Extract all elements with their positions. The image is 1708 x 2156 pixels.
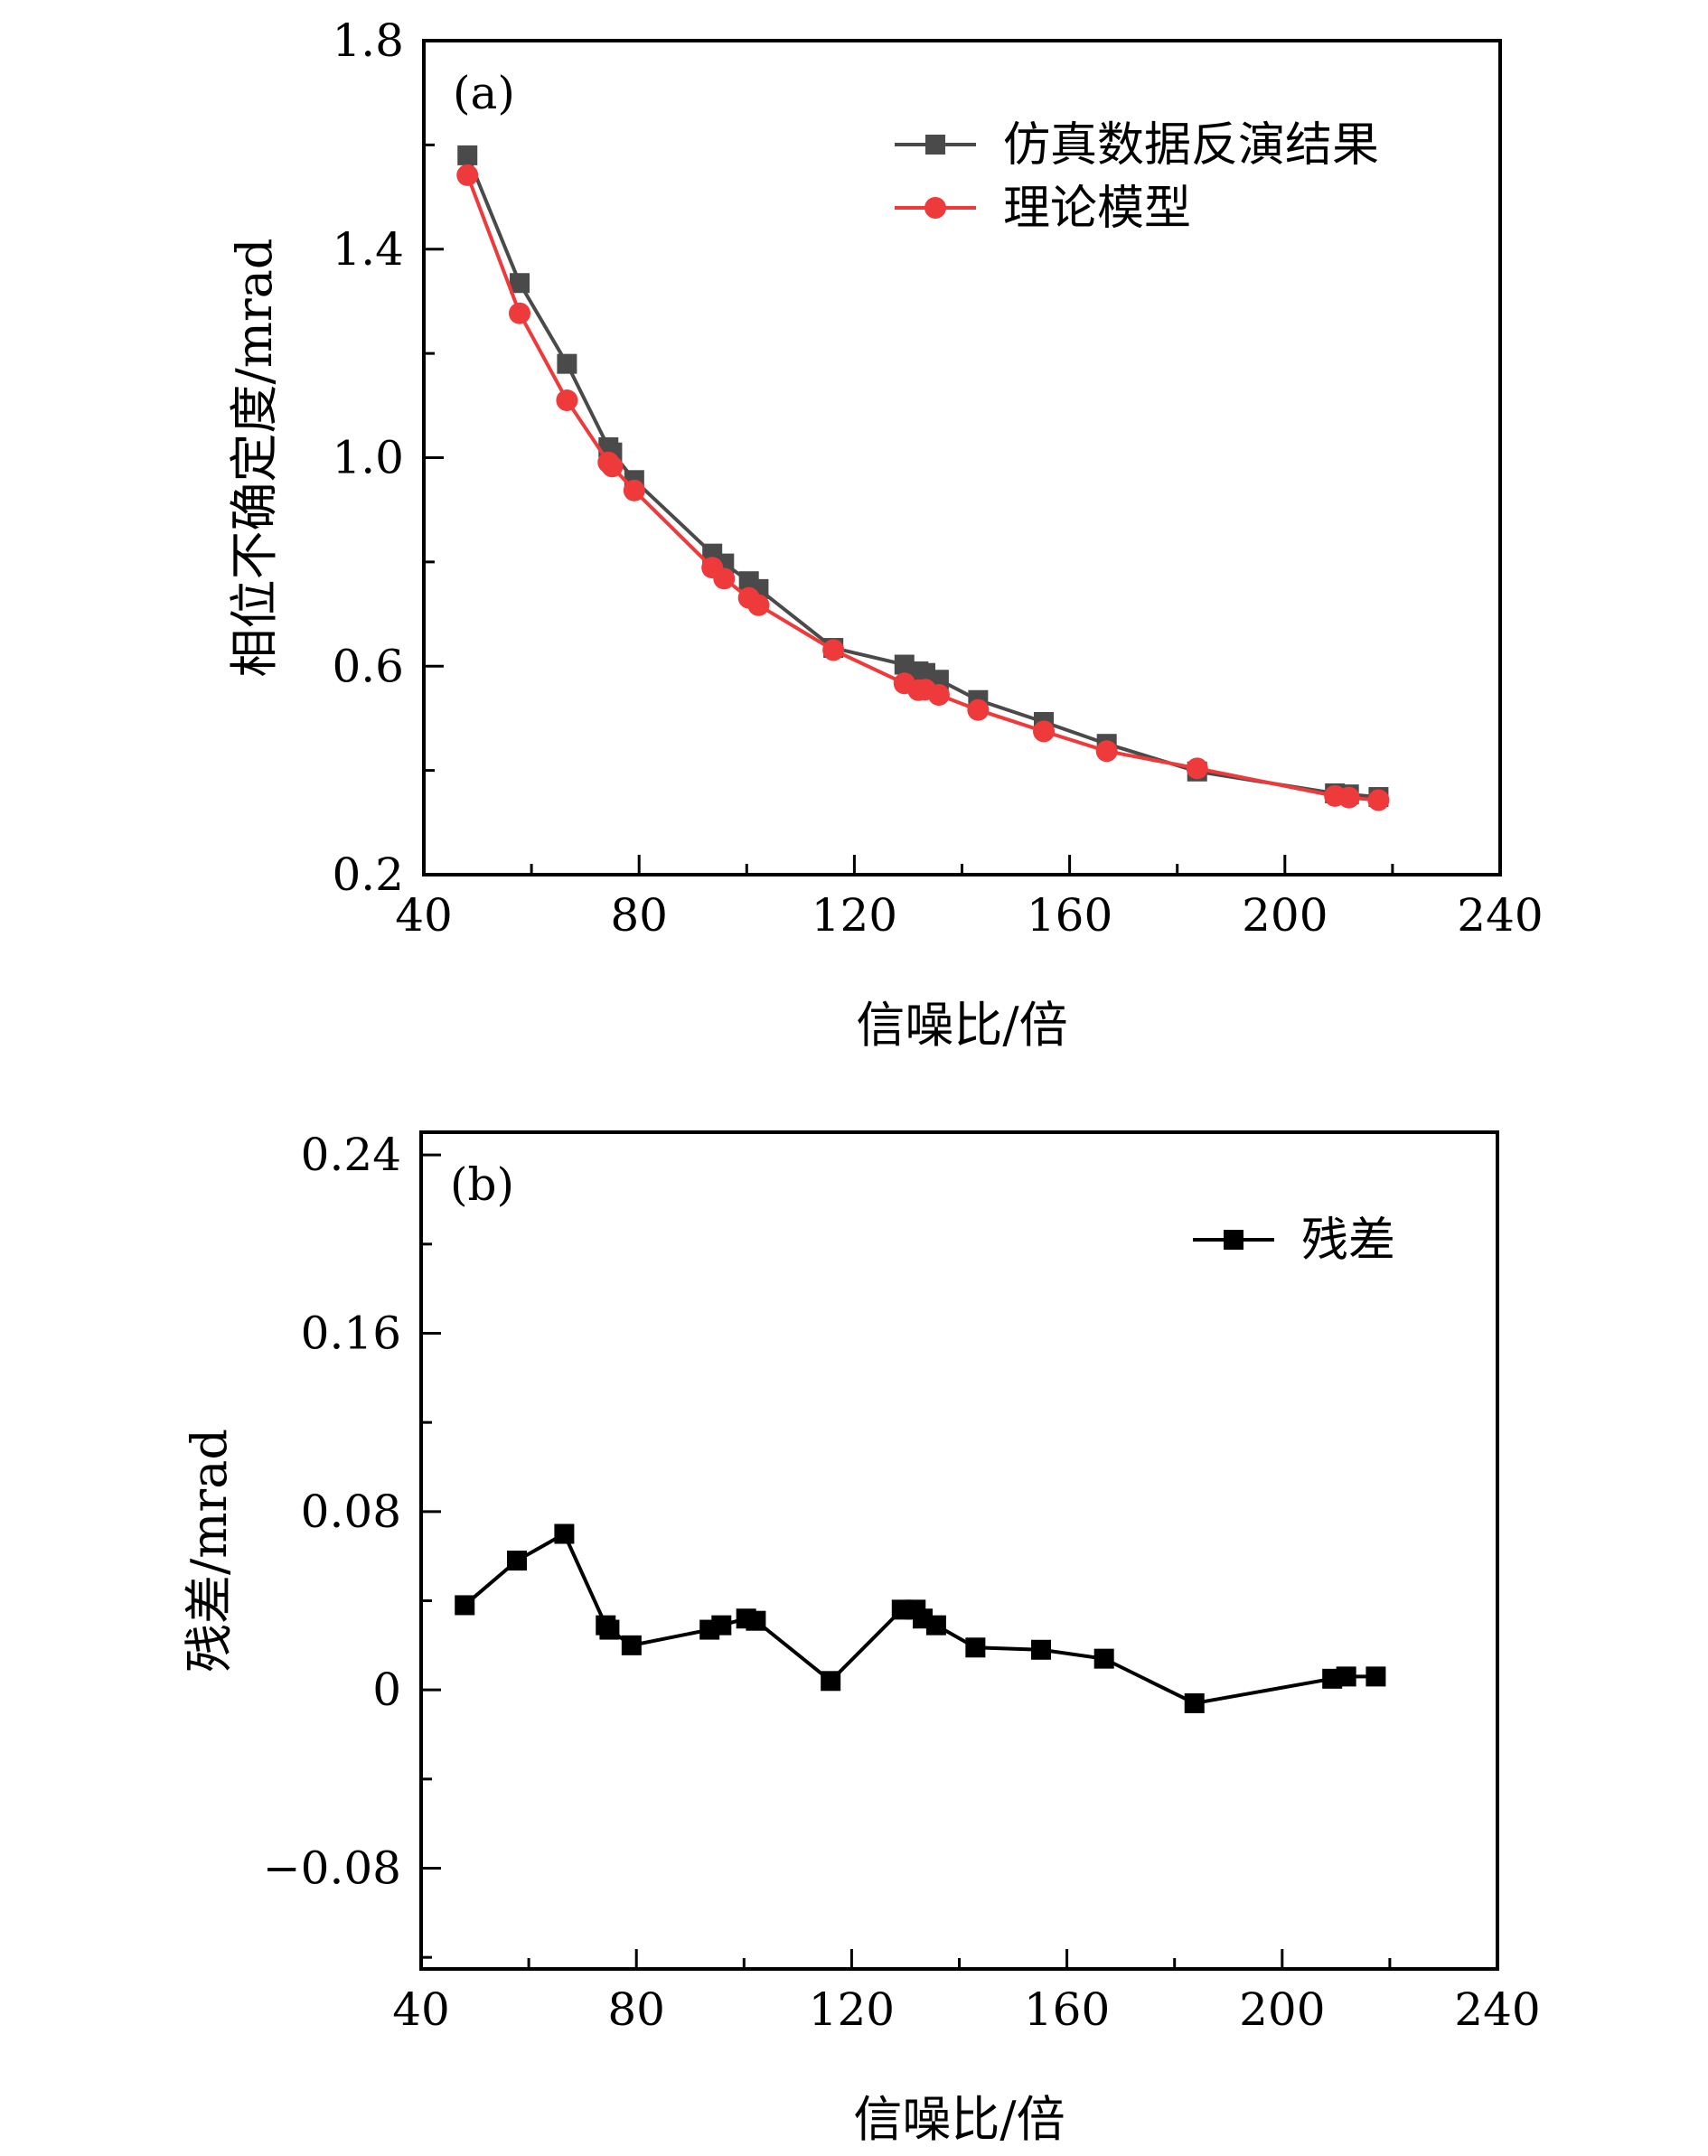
x-tick-label: 40 [392,1983,450,2036]
panel-b: 40 80 120 160 200 240 −0.08 0 0.08 0.16 0.24 (b) 信噪比… [181,1129,1541,2148]
data-point-square [621,1635,642,1655]
x-tick-label: 200 [1239,1983,1325,2036]
x-axis-label: 信噪比/倍 [856,997,1067,1054]
data-point-circle [508,302,530,324]
x-tick-label: 200 [1242,889,1328,942]
data-point-square [599,1619,620,1640]
x-tick-label: 80 [607,1983,665,2036]
legend-label: 仿真数据反演结果 [1003,118,1379,173]
y-tick-label: 0.2 [332,848,404,901]
y-axis-label: 残差/mrad [181,1429,238,1673]
series-line [465,155,1379,800]
y-tick-label: 0.24 [301,1129,401,1181]
data-point-circle [601,455,624,478]
data-point-circle [713,567,736,590]
data-point-square [925,1615,946,1636]
data-point-square [1365,1666,1386,1687]
legend-marker-circle [924,197,946,219]
y-tick-label: 1.4 [332,223,404,276]
y-tick-label: 0.08 [301,1486,401,1538]
series-1 [456,164,1390,811]
data-point-square [506,1551,527,1571]
data-point-circle [623,479,645,502]
x-tick-label: 120 [812,889,897,942]
y-tick-label: 1.0 [332,432,404,484]
x-tick-label: 120 [809,1983,895,2036]
data-point-circle [1337,786,1360,809]
data-point-square [509,273,530,294]
y-tick-label: −0.08 [263,1842,401,1895]
data-point-square [821,1671,841,1692]
x-tick-label: 40 [395,889,453,942]
legend-marker-square [1224,1230,1243,1250]
data-point-circle [747,594,770,616]
data-point-square [1093,1648,1114,1669]
y-tick-label: 0.16 [301,1307,401,1359]
data-point-circle [1186,757,1208,780]
series-0 [457,145,1389,808]
data-point-circle [822,639,845,661]
panel-label: (a) [453,67,515,119]
y-tick-label: 0.6 [332,640,404,692]
data-point-circle [967,698,990,721]
data-point-square [1031,1639,1052,1660]
data-point-square [557,353,577,374]
data-point-square [554,1523,575,1544]
y-tick-label: 0 [372,1664,401,1716]
data-point-square [965,1637,986,1658]
data-point-square [746,1610,766,1631]
data-point-circle [1095,740,1118,763]
legend-label: 理论模型 [1003,182,1191,236]
series-0 [455,1523,1386,1713]
legend-label: 残差 [1301,1214,1395,1268]
data-point-square [711,1615,732,1636]
data-point-circle [1033,720,1056,743]
data-point-square [1184,1692,1205,1713]
data-point-square [1336,1666,1356,1687]
legend-marker-square [925,135,945,155]
x-tick-label: 160 [1024,1983,1110,2036]
data-point-circle [556,389,578,412]
x-tick-label: 80 [610,889,668,942]
data-point-square [457,145,478,165]
panel-a: 40 80 120 160 200 240 0.2 0.6 1.0 1.4 1.8 (a) 信噪比/倍 相… [226,14,1544,1054]
y-tick-label: 1.8 [332,14,404,67]
x-tick-label: 240 [1457,889,1543,942]
x-tick-label: 160 [1027,889,1112,942]
data-point-square [455,1595,475,1616]
y-axis-label: 相位不确定度/mrad [226,239,283,678]
panel-label: (b) [450,1158,514,1211]
data-point-circle [1367,789,1390,811]
data-point-circle [456,164,479,186]
series-line [465,174,1379,802]
x-tick-label: 240 [1454,1983,1540,2036]
data-point-circle [927,683,950,706]
x-axis-label: 信噪比/倍 [853,2091,1065,2148]
